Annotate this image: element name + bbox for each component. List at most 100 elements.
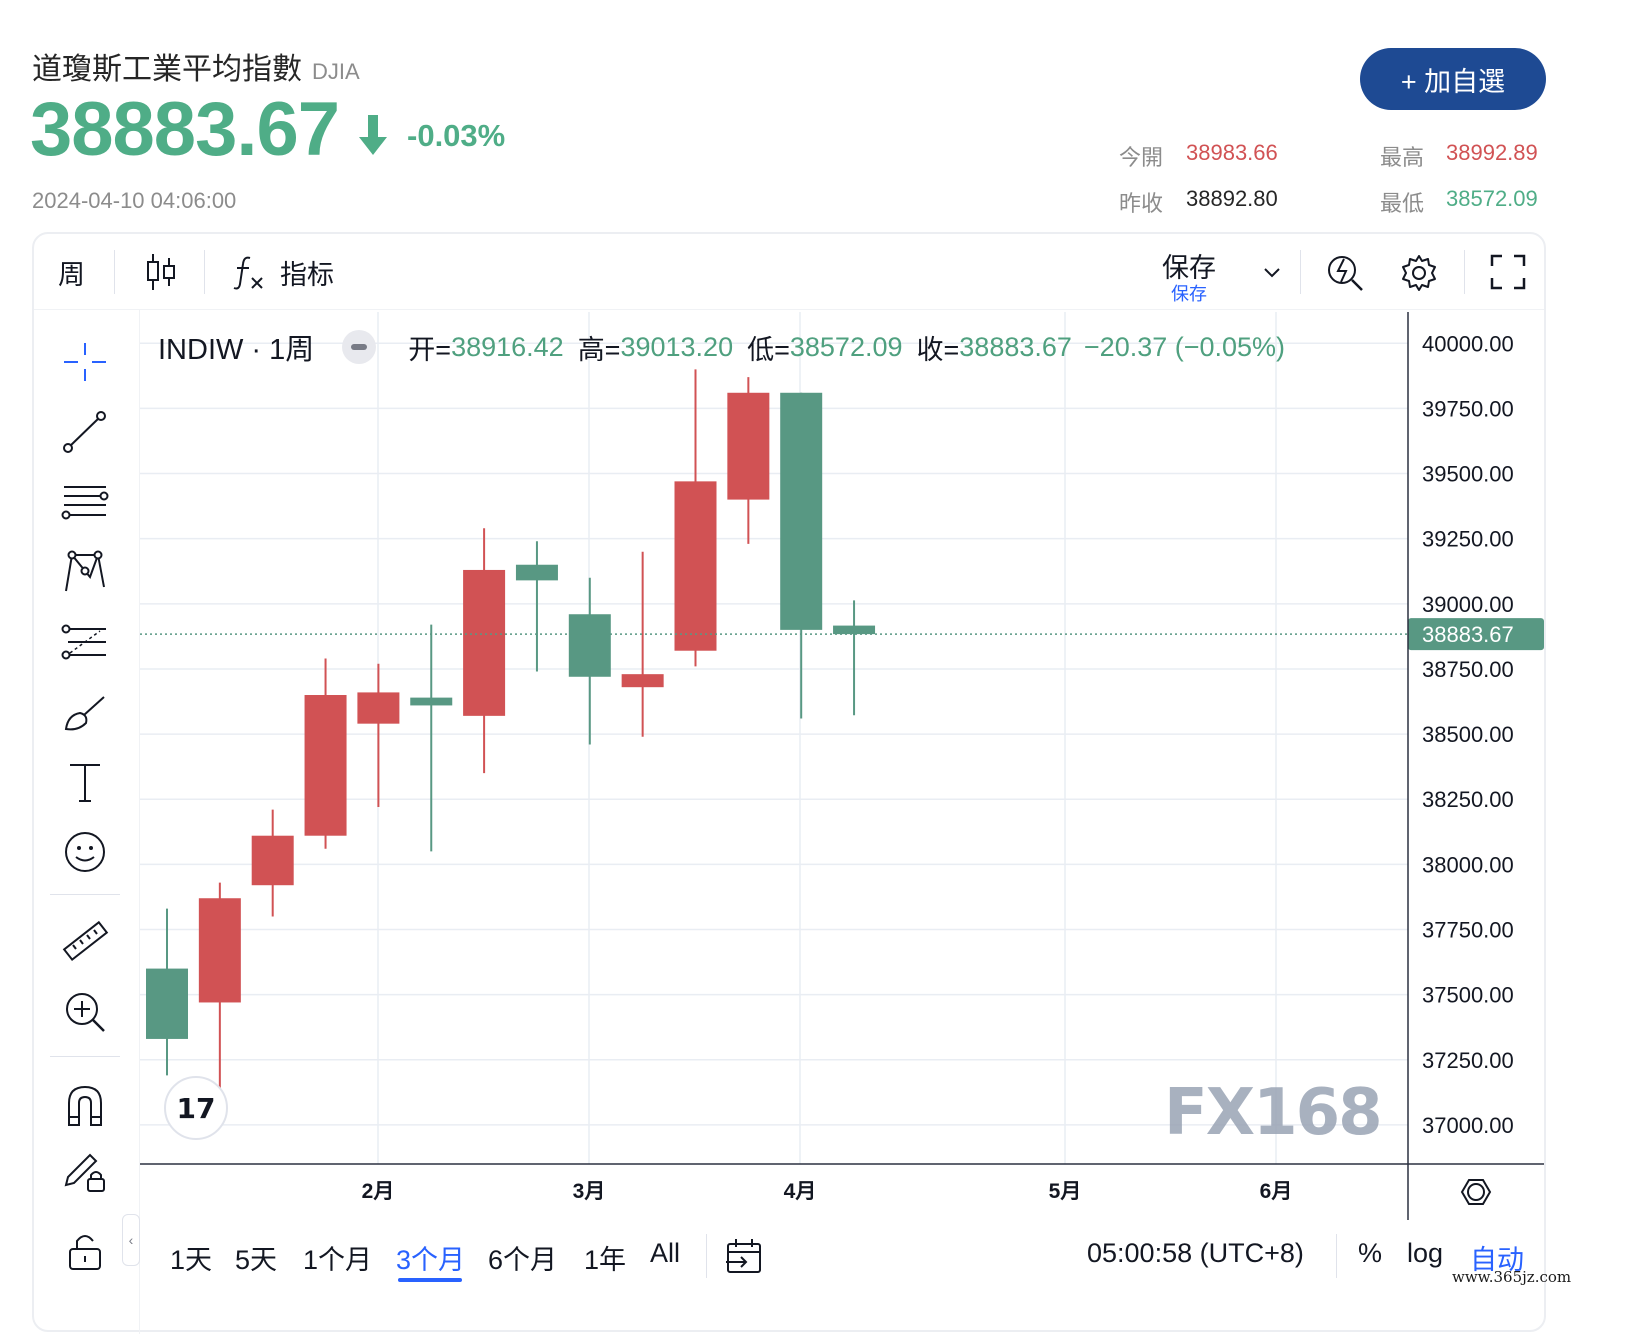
brush-icon xyxy=(64,696,105,731)
legend-close-label: 收= xyxy=(916,334,960,365)
legend-low-label: 低= xyxy=(747,334,790,365)
index-title: 道瓊斯工業平均指數 xyxy=(32,53,302,86)
interval-label: 周 xyxy=(58,259,85,290)
range-1d[interactable]: 1天 xyxy=(170,1245,213,1275)
chevron-down-icon[interactable] xyxy=(1260,262,1284,282)
chart-clock[interactable]: 05:00:58 (UTC+8) xyxy=(1087,1238,1304,1268)
collapse-toolbar-button[interactable]: ‹ xyxy=(122,1214,140,1266)
trend-line-tool[interactable] xyxy=(59,406,111,458)
fx168-watermark: FX168 xyxy=(1164,1076,1381,1150)
candle-body xyxy=(833,625,876,635)
save-label: 保存 xyxy=(1162,253,1216,283)
range-all[interactable]: All xyxy=(650,1238,681,1268)
low-value: 38572.09 xyxy=(1446,186,1538,211)
crosshair-tool[interactable] xyxy=(59,336,111,388)
log-toggle[interactable]: log xyxy=(1407,1238,1444,1268)
y-tick-label: 40000.00 xyxy=(1422,331,1514,356)
quote-timestamp: 2024-04-10 04:06:00 xyxy=(32,188,237,213)
y-tick-label: 37000.00 xyxy=(1422,1113,1514,1138)
brush-tool[interactable] xyxy=(59,686,111,738)
prediction-tool[interactable] xyxy=(59,616,111,668)
site-url: www.365jz.com xyxy=(1452,1268,1572,1286)
fib-lines-icon xyxy=(61,486,109,520)
text-icon xyxy=(70,764,100,802)
lock-pencil-icon xyxy=(64,1153,105,1192)
legend-open-label: 开= xyxy=(408,334,452,365)
last-price-badge xyxy=(1408,618,1544,651)
lock-tool[interactable] xyxy=(59,1226,111,1278)
ruler-tool[interactable] xyxy=(59,916,111,968)
legend-open-value: 38916.42 xyxy=(451,331,564,362)
y-tick-label: 38000.00 xyxy=(1422,852,1514,877)
axis-settings-icon xyxy=(1460,1179,1492,1205)
magnet-tool[interactable] xyxy=(59,1080,111,1132)
hide-legend-icon[interactable] xyxy=(342,330,377,364)
y-tick-label: 37500.00 xyxy=(1422,983,1514,1008)
fib-lines-tool[interactable] xyxy=(59,476,111,528)
save-sublabel: 保存 xyxy=(1171,284,1207,304)
x-tick-label: 5月 xyxy=(1049,1180,1082,1203)
x-tick-label: 2月 xyxy=(362,1180,395,1203)
candlestick-icon xyxy=(147,254,175,290)
price-row: 38883.67 -0.03% xyxy=(30,92,505,168)
pattern-tool[interactable] xyxy=(59,546,111,598)
tradingview-logo-mark: 17 xyxy=(177,1092,216,1125)
legend-high-value: 39013.20 xyxy=(620,331,734,362)
zoom-in-icon xyxy=(66,993,105,1032)
lock-drawings-tool[interactable] xyxy=(59,1146,111,1198)
chart-type-button[interactable] xyxy=(144,234,178,310)
toolbar-divider xyxy=(204,250,205,294)
candle-body xyxy=(410,697,453,706)
prev-close-value: 38892.80 xyxy=(1186,186,1278,211)
add-watchlist-button[interactable]: + 加自選 xyxy=(1360,48,1546,110)
range-1y[interactable]: 1年 xyxy=(584,1245,627,1275)
fullscreen-icon[interactable] xyxy=(1488,252,1528,292)
toolbar-divider xyxy=(50,894,120,895)
y-tick-label: 39750.00 xyxy=(1422,396,1514,421)
active-range-indicator xyxy=(398,1278,462,1282)
axis-settings-icon xyxy=(1467,1183,1485,1201)
change-percent: -0.03% xyxy=(407,118,506,153)
candle-body xyxy=(198,898,241,1003)
trend-line-icon xyxy=(63,411,106,453)
drawing-toolbar: ‹ xyxy=(34,310,140,1334)
zoom-in-tool[interactable] xyxy=(59,986,111,1038)
fx-icon xyxy=(233,256,263,290)
candle-body xyxy=(463,569,506,716)
text-tool[interactable] xyxy=(59,756,111,808)
interval-button[interactable]: 周 xyxy=(58,234,85,310)
emoji-tool[interactable] xyxy=(59,826,111,878)
y-tick-label: 39500.00 xyxy=(1422,462,1514,487)
candle-body xyxy=(251,835,294,886)
prev-close-label: 昨收 xyxy=(1119,191,1164,216)
candlestick-chart[interactable]: 40000.00 39750.00 39500.00 39250.00 39000.00… xyxy=(140,312,1544,1220)
chart-widget: 周 指标 保存 保存 xyxy=(32,232,1546,1334)
range-5d[interactable]: 5天 xyxy=(235,1245,278,1275)
title-row: 道瓊斯工業平均指數 DJIA xyxy=(32,44,360,88)
toolbar-divider xyxy=(50,1056,120,1057)
candle-body xyxy=(146,968,188,1039)
x-tick-label: 3月 xyxy=(573,1180,606,1203)
tradingview-logo xyxy=(164,1076,228,1140)
prediction-icon xyxy=(61,624,106,660)
emoji-icon xyxy=(65,832,105,872)
y-tick-label: 37750.00 xyxy=(1422,918,1514,943)
quick-search-icon[interactable] xyxy=(1324,252,1366,294)
y-tick-label: 37250.00 xyxy=(1422,1048,1514,1073)
y-tick-label: 39000.00 xyxy=(1422,592,1514,617)
indicators-button[interactable]: 指标 xyxy=(232,234,334,310)
range-6m[interactable]: 6个月 xyxy=(488,1245,558,1275)
crosshair-icon xyxy=(64,343,106,381)
high-value: 38992.89 xyxy=(1446,140,1538,165)
calendar-goto-icon[interactable] xyxy=(724,1236,766,1278)
percent-toggle[interactable]: % xyxy=(1358,1238,1383,1268)
auto-scale-toggle[interactable]: 自动 xyxy=(1470,1245,1524,1275)
gear-icon[interactable] xyxy=(1398,252,1440,294)
toolbar-divider xyxy=(1464,250,1465,294)
range-3m[interactable]: 3个月 xyxy=(396,1245,466,1275)
range-bar: 1天 5天 1个月 3个月 6个月 1年 All 05:00:58 (UTC+8… xyxy=(140,1220,1544,1296)
range-1m[interactable]: 1个月 xyxy=(303,1245,373,1275)
open-label: 今開 xyxy=(1119,145,1164,170)
current-price: 38883.67 xyxy=(30,87,340,172)
candle-body xyxy=(780,392,823,630)
